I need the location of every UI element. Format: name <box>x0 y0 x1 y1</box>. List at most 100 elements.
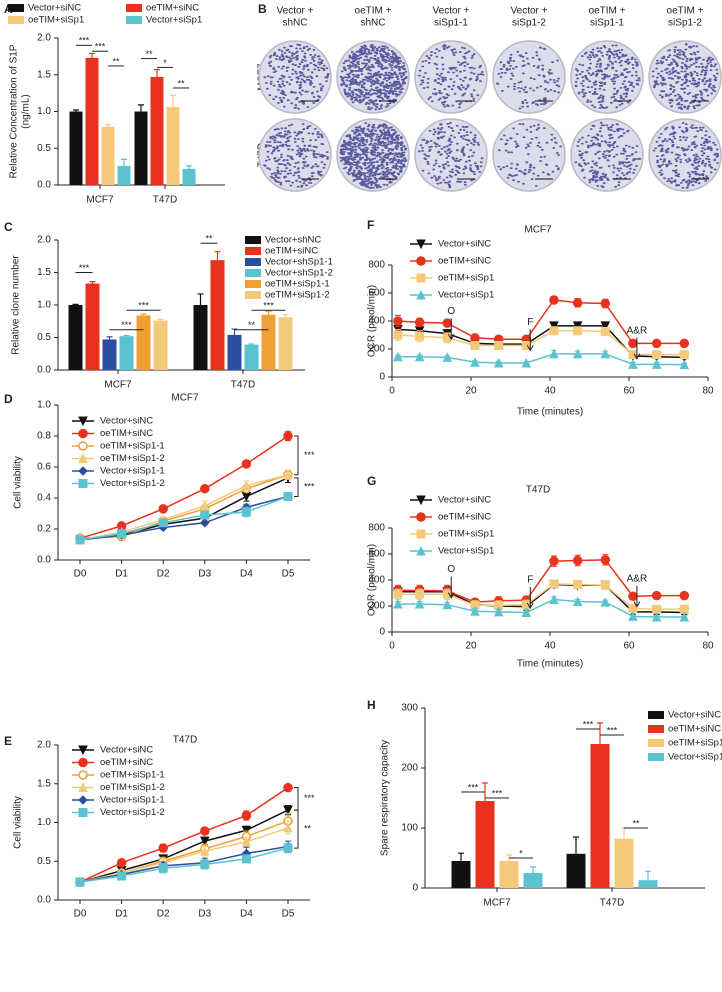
legend-swatch <box>245 247 261 255</box>
y-tick-label: 0.0 <box>37 180 51 191</box>
error-bar <box>123 334 130 337</box>
data-point <box>200 510 210 520</box>
legend-label: oeTIM+siNC <box>438 256 491 267</box>
x-tick-label: D5 <box>282 569 295 580</box>
legend-label: oeTIM+siSp1 <box>28 15 84 26</box>
series-line <box>397 598 685 618</box>
error-bar <box>89 281 96 284</box>
x-tick-label: D0 <box>74 909 87 920</box>
y-tick-label: 1.0 <box>37 300 51 311</box>
significance-label: *** <box>95 42 106 52</box>
column-header: siSp1-2 <box>512 18 546 29</box>
series-line <box>79 495 289 541</box>
legend-label: Vector+siNC <box>100 745 153 756</box>
bar <box>523 873 543 888</box>
legend-swatch <box>126 4 142 12</box>
data-point <box>241 836 252 847</box>
error-bar <box>645 870 651 881</box>
y-tick-label: 0 <box>412 883 418 894</box>
y-tick-label: 1.5 <box>37 69 51 80</box>
legend-label: Vector+siSp1 <box>438 290 494 301</box>
legend-marker <box>416 512 426 522</box>
data-point <box>521 607 532 617</box>
colonies <box>339 122 408 189</box>
x-tick-label: 40 <box>544 386 556 397</box>
significance-label: *** <box>79 36 90 46</box>
legend-label: oeTIM+siSp1 <box>438 273 494 284</box>
y-tick-label: 600 <box>368 549 385 560</box>
significance-label: ** <box>145 49 153 59</box>
data-point <box>158 504 168 514</box>
x-tick-label: MCF7 <box>86 195 114 206</box>
x-tick-label: T47D <box>231 380 255 391</box>
data-point <box>572 321 583 332</box>
legend-label: oeTIM+siNC <box>100 428 153 439</box>
legend-swatch <box>245 280 261 288</box>
data-point <box>158 843 168 853</box>
data-point <box>572 596 583 606</box>
significance-bracket <box>294 477 299 497</box>
panel-letter: G <box>367 474 376 488</box>
significance-label: ** <box>112 56 120 66</box>
error-bar <box>105 124 111 127</box>
data-point <box>651 590 662 601</box>
arrow <box>526 329 534 352</box>
significance-label: ** <box>205 234 213 244</box>
significance-label: ** <box>304 823 312 833</box>
panel-letter: C <box>4 220 13 234</box>
x-tick-label: MCF7 <box>483 898 511 909</box>
data-point <box>573 580 583 590</box>
data-point <box>442 589 452 599</box>
series-line <box>79 845 289 883</box>
column-header: siSp1-1 <box>434 18 468 29</box>
chart-title: MCF7 <box>524 225 552 236</box>
dish <box>492 40 566 114</box>
legend-marker <box>416 495 426 506</box>
legend-label: oeTIM+siSp1 <box>438 529 494 540</box>
legend-swatch <box>648 739 664 747</box>
data-point <box>393 330 403 340</box>
data-point <box>470 600 480 610</box>
data-point <box>241 507 251 517</box>
significance-label: *** <box>304 482 315 492</box>
data-point <box>283 491 293 501</box>
error-bar <box>72 303 79 305</box>
x-tick-label: MCF7 <box>104 380 132 391</box>
error-bar <box>282 314 289 318</box>
data-point <box>572 555 583 566</box>
data-point <box>470 606 480 616</box>
y-tick-label: 0.0 <box>37 895 51 906</box>
data-point <box>393 598 403 609</box>
y-tick-label: 800 <box>368 260 385 271</box>
data-point <box>493 357 504 368</box>
bar <box>244 344 259 370</box>
data-point <box>600 327 610 336</box>
colonies <box>339 44 408 111</box>
column-header: Vector + <box>277 6 314 17</box>
y-tick-label: 100 <box>401 823 418 834</box>
error-bar <box>573 836 579 854</box>
data-point <box>651 338 662 349</box>
legend-swatch <box>648 753 664 761</box>
y-axis-label: Relative clone number <box>11 255 22 355</box>
error-bar <box>186 165 192 169</box>
panel-letter: E <box>4 734 12 748</box>
data-point <box>283 805 293 816</box>
bar <box>193 305 208 370</box>
data-point <box>199 846 210 856</box>
x-axis-label: Time (minutes) <box>517 407 583 418</box>
column-header: Vector + <box>433 6 470 17</box>
bar <box>638 880 658 888</box>
series-line <box>79 495 289 541</box>
data-point <box>573 326 583 336</box>
significance-label: *** <box>492 788 503 798</box>
y-tick-label: 1.5 <box>37 267 51 278</box>
data-point <box>628 591 638 601</box>
x-tick-label: D1 <box>115 569 128 580</box>
data-point <box>241 810 252 821</box>
annotation: O <box>447 306 455 317</box>
bar <box>85 283 100 370</box>
legend-label: Vector+siNC <box>438 239 491 250</box>
bar <box>68 305 83 370</box>
